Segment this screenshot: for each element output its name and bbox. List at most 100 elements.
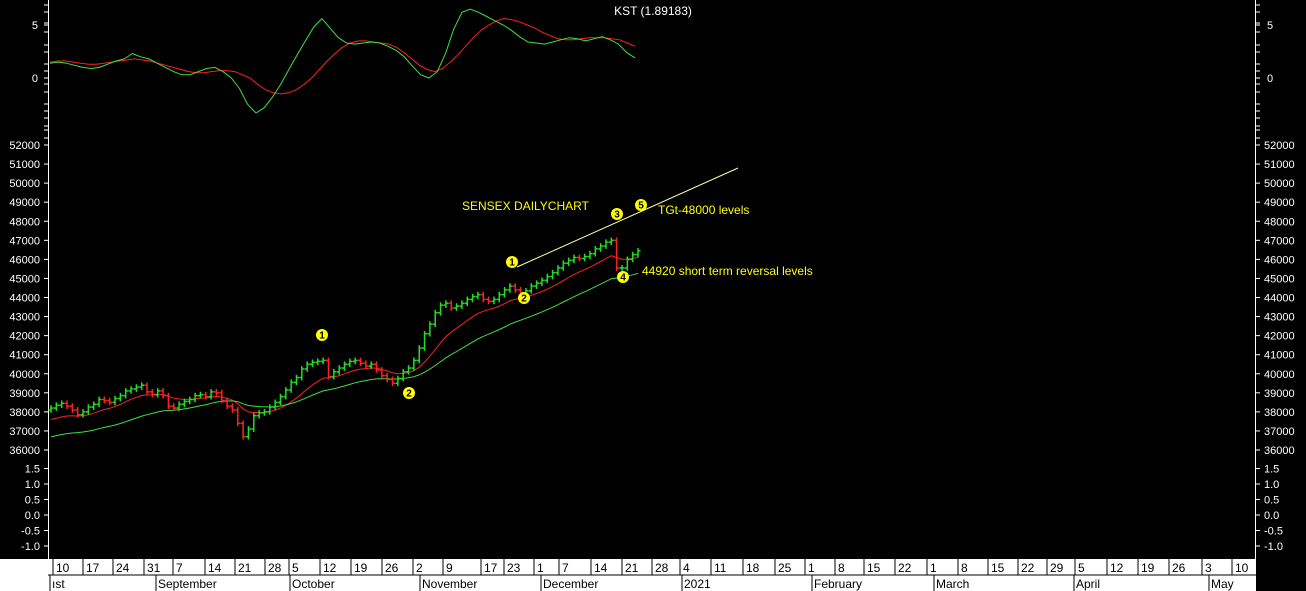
price-bar <box>59 400 65 409</box>
price-bar <box>224 397 230 410</box>
price-tick-label-left: 40000 <box>9 369 40 381</box>
osc-tick-label-right: 0.5 <box>1264 495 1279 507</box>
price-bar <box>203 391 209 400</box>
kst-line <box>49 8 636 114</box>
price-bar <box>566 257 572 267</box>
date-day-label: 4 <box>683 561 690 575</box>
date-day-label: 12 <box>1110 561 1124 575</box>
price-bar <box>197 391 203 399</box>
date-month-label: April <box>1076 577 1100 591</box>
price-bar <box>53 402 59 411</box>
kst-tick-label-right: 0 <box>1267 73 1273 85</box>
price-bar <box>592 246 598 257</box>
date-month-label: ıst <box>52 577 65 591</box>
kst-title: KST (1.89183) <box>614 4 692 18</box>
date-month-label: May <box>1211 577 1234 591</box>
date-day-label: 3 <box>1205 561 1212 575</box>
price-tick-label-right: 47000 <box>1264 235 1295 247</box>
upper-trendline <box>516 167 739 268</box>
date-month-label: March <box>936 577 969 591</box>
price-bar <box>96 396 102 408</box>
price-bar <box>544 273 550 284</box>
price-panel: 5200051000500004900048000470004600045000… <box>9 129 1295 457</box>
target-annotation: TGt-48000 levels <box>658 203 749 217</box>
price-bar <box>427 321 433 337</box>
wave-marker-label: 3 <box>614 210 620 221</box>
price-tick-label-right: 44000 <box>1264 293 1295 305</box>
price-bar <box>325 357 331 380</box>
price-bar <box>331 368 337 380</box>
osc-tick-label-left: -0.5 <box>21 526 40 538</box>
price-bar <box>80 409 86 418</box>
wave-marker-circle <box>611 208 623 220</box>
price-bar <box>144 382 150 395</box>
date-day-label: 10 <box>56 561 70 575</box>
price-tick-label-left: 49000 <box>9 197 40 209</box>
price-bar <box>368 361 374 369</box>
price-bar <box>347 358 353 368</box>
price-bar <box>635 247 641 258</box>
price-bar <box>624 256 630 271</box>
wave-marker-label: 2 <box>521 294 527 305</box>
chart-frame <box>48 0 1256 559</box>
price-tick-label-left: 47000 <box>9 235 40 247</box>
date-day-label: 7 <box>562 561 569 575</box>
price-bar <box>299 366 305 381</box>
price-bar <box>133 384 139 392</box>
price-tick-label-left: 51000 <box>9 159 40 171</box>
price-tick-label-left: 50000 <box>9 178 40 190</box>
date-month-label: February <box>814 577 862 591</box>
osc-tick-label-left: 1.5 <box>25 464 40 476</box>
price-bar <box>528 283 534 294</box>
price-bar <box>272 399 278 410</box>
price-tick-label-left: 41000 <box>9 350 40 362</box>
price-bar <box>267 404 273 415</box>
price-bar <box>342 361 347 371</box>
date-month-label: 2021 <box>684 577 711 591</box>
wave-marker-circle <box>403 387 415 399</box>
trendlines <box>516 167 739 268</box>
wave-marker-label: 4 <box>620 273 626 284</box>
date-day-label: 17 <box>86 561 100 575</box>
price-tick-label-right: 37000 <box>1264 426 1295 438</box>
osc-tick-label-right: 1.0 <box>1264 479 1279 491</box>
osc-tick-label-right: -1.0 <box>1264 541 1283 553</box>
price-bar <box>422 330 428 351</box>
date-day-label: 28 <box>268 561 282 575</box>
oscillator-panel: 1.5 1.0 0.5 0.0 -0.5 -1.0 1.5 1.0 0.5 0.0 -0.5 -1.… <box>21 464 1283 554</box>
price-bar <box>352 357 358 365</box>
price-bar <box>454 303 460 311</box>
price-bar <box>176 401 182 411</box>
osc-tick-label-left: 0.0 <box>25 510 40 522</box>
price-bar <box>283 387 289 400</box>
date-day-label: 1 <box>537 561 544 575</box>
wave-markers: 1 2 1 2 3 4 5 <box>316 199 647 400</box>
date-day-label: 1 <box>808 561 815 575</box>
price-bar <box>598 243 604 252</box>
price-bar <box>550 269 556 280</box>
price-bar <box>315 358 321 366</box>
price-tick-label-right: 50000 <box>1264 178 1295 190</box>
price-tick-label-left: 44000 <box>9 293 40 305</box>
price-bar <box>374 361 380 373</box>
price-bar <box>75 407 81 418</box>
price-tick-label-right: 49000 <box>1264 197 1295 209</box>
date-month-label: December <box>543 577 598 591</box>
price-bar <box>443 300 449 308</box>
price-tick-label-left: 39000 <box>9 388 40 400</box>
date-day-label: 21 <box>238 561 252 575</box>
date-day-label: 26 <box>385 561 399 575</box>
price-bar <box>555 265 561 276</box>
osc-tick-label-left: 1.0 <box>25 479 40 491</box>
price-y-axis-left: 52000 51000 50000 49000 48000 47000 46000 45000… <box>9 129 48 457</box>
date-day-label: 8 <box>838 561 845 575</box>
price-tick-label-right: 41000 <box>1264 350 1295 362</box>
wave-marker-label: 5 <box>638 201 644 212</box>
date-day-label: 7 <box>176 561 183 575</box>
price-bar <box>91 401 97 410</box>
price-bar <box>149 389 155 398</box>
price-tick-label-right: 48000 <box>1264 216 1295 228</box>
price-tick-label-right: 42000 <box>1264 331 1295 343</box>
price-bar <box>587 250 593 260</box>
kst-signal-line <box>49 18 636 95</box>
